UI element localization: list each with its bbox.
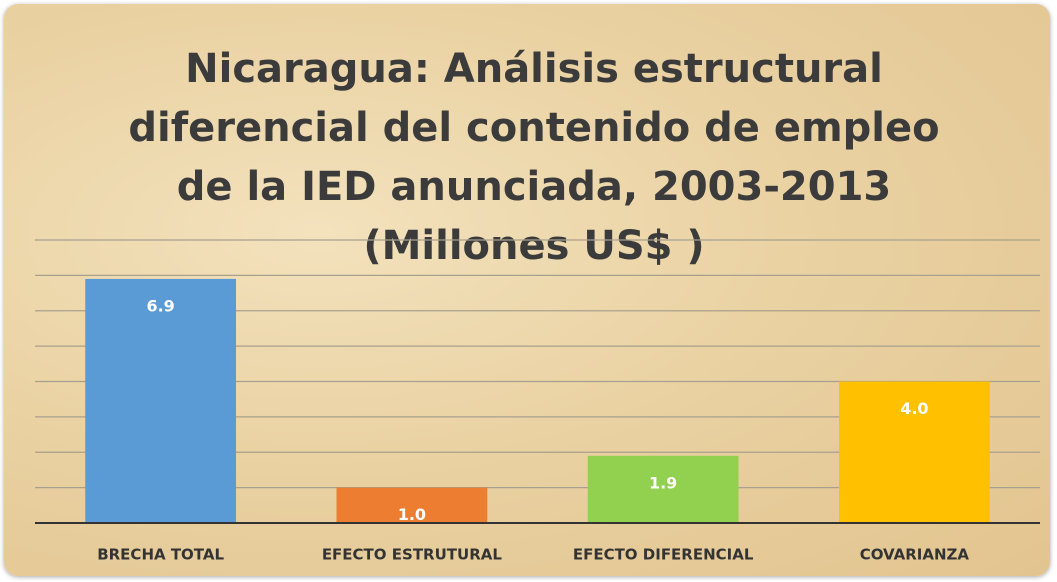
bar: [85, 278, 236, 523]
chart-title: Nicaragua: Análisis estructural diferenc…: [128, 46, 940, 269]
chart: 6.9 BRECHA TOTAL 1.0 EFECTO ESTRUTURAL 1.9 EF…: [35, 239, 1040, 564]
bar: [839, 381, 990, 523]
x-tick-label: EFECTO ESTRUTURAL: [322, 546, 503, 564]
x-tick-label: BRECHA TOTAL: [97, 546, 224, 564]
value-label: 1.0: [398, 505, 426, 524]
value-label: 6.9: [146, 296, 174, 315]
x-tick-label: COVARIANZA: [860, 546, 970, 564]
x-tick-label: EFECTO DIFERENCIAL: [573, 546, 754, 564]
value-label: 1.9: [649, 473, 677, 492]
value-label: 4.0: [900, 399, 928, 418]
chart-card: Nicaragua: Análisis estructural diferenc…: [4, 4, 1050, 576]
bar: [336, 487, 488, 523]
bar: [587, 455, 739, 523]
